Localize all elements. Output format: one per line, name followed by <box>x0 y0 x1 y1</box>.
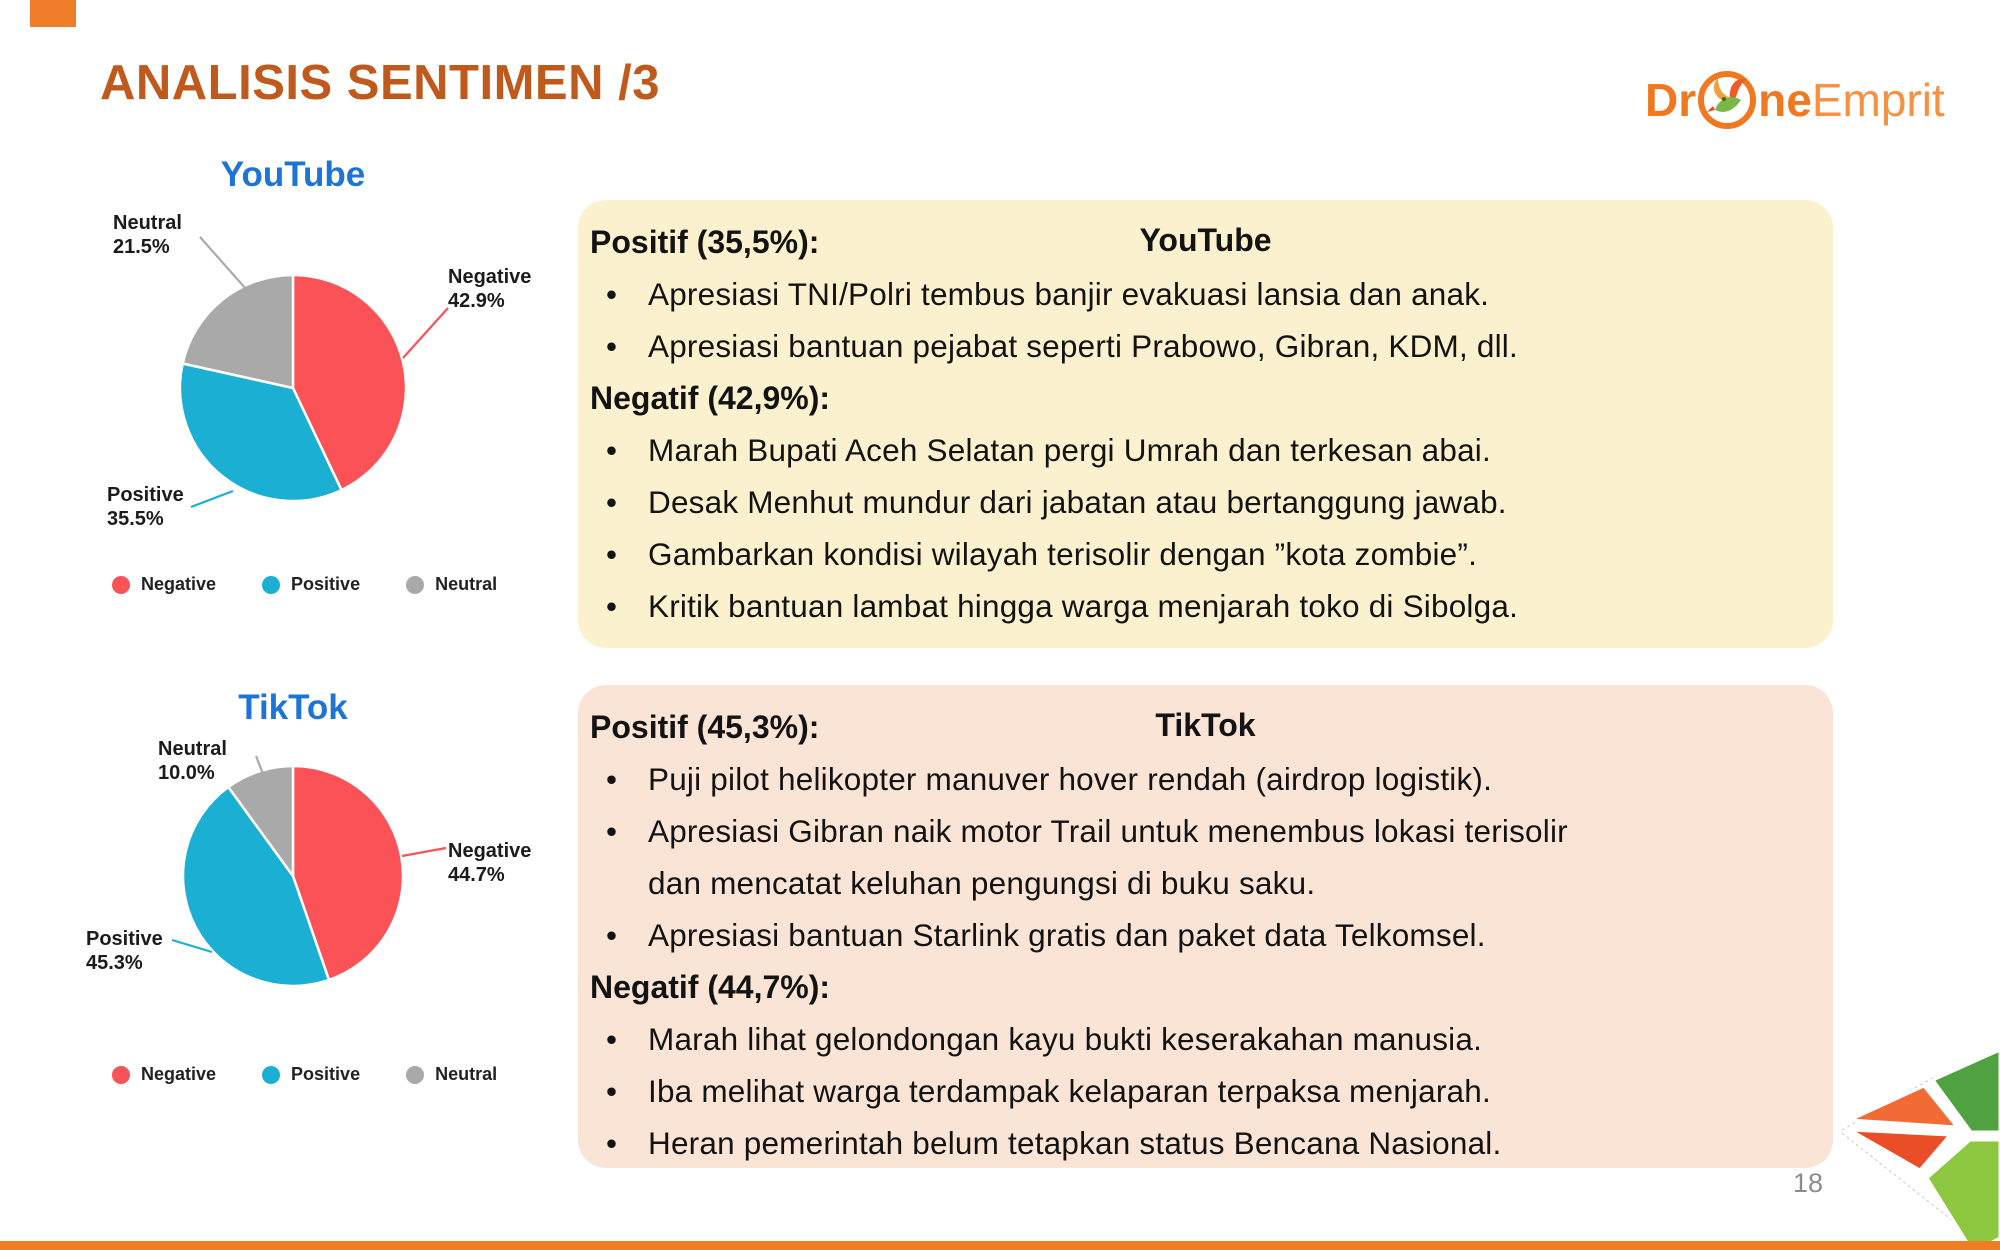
list-item: • Puji pilot helikopter manuver hover re… <box>590 753 1821 805</box>
legend-item-neutral: Neutral <box>406 574 497 595</box>
box-title-tiktok: TikTok <box>1155 707 1256 743</box>
bullet-icon: • <box>606 761 618 797</box>
list-item: • Apresiasi Gibran naik motor Trail untu… <box>590 805 1821 909</box>
tiktok-pie-chart <box>171 755 447 988</box>
bullet-icon: • <box>606 917 618 953</box>
pie-slice-positive <box>181 785 331 988</box>
negatif-heading: Negatif (42,9%): <box>590 380 831 416</box>
logo-text-emprit: Emprit <box>1811 74 1945 126</box>
pie-slice-positive <box>178 362 344 503</box>
chart-title-youtube: YouTube <box>220 155 366 194</box>
youtube-pie-chart <box>178 236 449 509</box>
bullet-icon: • <box>606 813 618 849</box>
droneemprit-logo: Dr ne Emprit <box>1645 60 1945 140</box>
youtube-summary-box: Positif (35,5%): YouTube • Apresiasi TNI… <box>578 200 1833 648</box>
bird-logo-icon <box>1698 71 1757 129</box>
neutral-dot-icon <box>406 575 425 594</box>
bullet-icon: • <box>606 1073 618 1109</box>
pie-slice-negative <box>291 273 408 492</box>
bullet-icon: • <box>606 536 618 572</box>
bullet-icon: • <box>606 432 618 468</box>
label-youtube-positive: Positive 35.5% <box>107 484 184 530</box>
pie-slice-neutral <box>181 273 295 390</box>
list-item: • Desak Menhut mundur dari jabatan atau … <box>590 476 1821 528</box>
list-item: • Marah lihat gelondongan kayu bukti kes… <box>590 1013 1821 1065</box>
legend-item-positive: Positive <box>262 574 360 595</box>
label-tiktok-negative: Negative 44.7% <box>448 840 532 886</box>
footer-accent-bar <box>0 1241 2000 1250</box>
logo-text-dr: Dr <box>1645 74 1697 126</box>
bullet-icon: • <box>606 328 618 364</box>
tiktok-box-header: Positif (45,3%): TikTok <box>590 701 1821 753</box>
legend-item-positive: Positive <box>262 1064 360 1085</box>
tiktok-summary-box: Positif (45,3%): TikTok • Puji pilot hel… <box>578 685 1833 1168</box>
positif-heading: Positif (45,3%): <box>590 709 820 745</box>
leader-line-negative <box>402 307 449 359</box>
bullet-icon: • <box>606 588 618 624</box>
positive-dot-icon <box>262 1065 281 1084</box>
label-youtube-neutral: Neutral 21.5% <box>113 212 182 258</box>
logo-text-ne: ne <box>1758 74 1812 126</box>
list-item: • Apresiasi TNI/Polri tembus banjir evak… <box>590 268 1821 320</box>
label-tiktok-neutral: Neutral 10.0% <box>158 738 227 784</box>
leader-line-positive <box>190 489 234 509</box>
negative-dot-icon <box>112 1065 130 1084</box>
list-item: • Iba melihat warga terdampak kelaparan … <box>590 1065 1821 1117</box>
bird-corner-decoration <box>1841 1048 2000 1250</box>
youtube-legend: Negative Positive Neutral <box>112 574 497 595</box>
negative-dot-icon <box>112 575 130 594</box>
leader-line-negative <box>401 846 447 858</box>
bullet-icon: • <box>606 1021 618 1057</box>
list-item: • Gambarkan kondisi wilayah terisolir de… <box>590 528 1821 580</box>
box-title-youtube: YouTube <box>1139 222 1272 258</box>
positive-dot-icon <box>262 575 281 594</box>
page-title: ANALISIS SENTIMEN /3 <box>100 56 660 110</box>
negatif-heading-row: Negatif (42,9%): <box>590 372 1821 424</box>
top-left-accent <box>30 0 76 27</box>
list-item: • Marah Bupati Aceh Selatan pergi Umrah … <box>590 424 1821 476</box>
pie-slice-negative <box>291 764 405 982</box>
label-youtube-negative: Negative 42.9% <box>448 266 532 312</box>
bullet-icon: • <box>606 484 618 520</box>
leader-line-neutral <box>254 755 267 780</box>
list-item: • Heran pemerintah belum tetapkan status… <box>590 1117 1821 1169</box>
list-item: • Apresiasi bantuan Starlink gratis dan … <box>590 909 1821 961</box>
list-item: • Kritik bantuan lambat hingga warga men… <box>590 580 1821 632</box>
youtube-box-header: Positif (35,5%): YouTube <box>590 216 1821 268</box>
legend-item-negative: Negative <box>112 1064 216 1085</box>
leader-line-neutral <box>199 236 247 290</box>
chart-title-tiktok: TikTok <box>238 688 348 727</box>
legend-item-negative: Negative <box>112 574 216 595</box>
tiktok-legend: Negative Positive Neutral <box>112 1064 497 1085</box>
negatif-heading: Negatif (44,7%): <box>590 969 831 1005</box>
bullet-icon: • <box>606 276 618 312</box>
list-item: • Apresiasi bantuan pejabat seperti Prab… <box>590 320 1821 372</box>
legend-item-neutral: Neutral <box>406 1064 497 1085</box>
leader-line-positive <box>171 938 213 954</box>
label-tiktok-positive: Positive 45.3% <box>86 928 163 974</box>
bullet-icon: • <box>606 1125 618 1161</box>
pie-slice-neutral <box>226 764 295 880</box>
negatif-heading-row: Negatif (44,7%): <box>590 961 1821 1013</box>
page-number: 18 <box>1793 1168 1824 1198</box>
neutral-dot-icon <box>406 1065 425 1084</box>
positif-heading: Positif (35,5%): <box>590 224 820 260</box>
